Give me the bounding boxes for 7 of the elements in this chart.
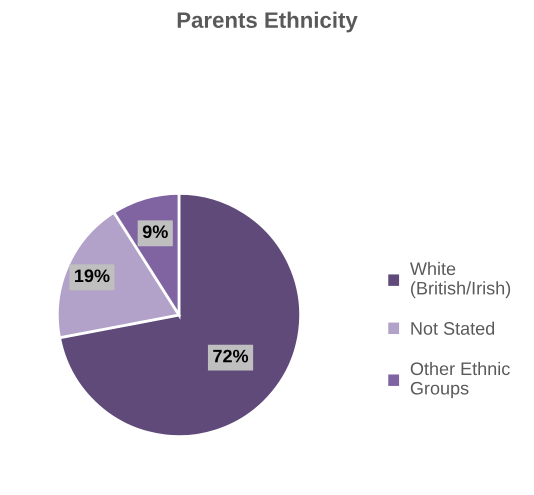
legend-label: Not Stated	[411, 322, 494, 335]
data-label: 9%	[142, 225, 168, 238]
data-label: 19%	[75, 269, 110, 282]
chart-title: Parents Ethnicity	[178, 12, 358, 32]
legend-label: White (British/Irish)	[410, 262, 510, 298]
legend-label: Other Ethnic Groups	[410, 362, 510, 398]
data-label: 72%	[213, 350, 248, 362]
